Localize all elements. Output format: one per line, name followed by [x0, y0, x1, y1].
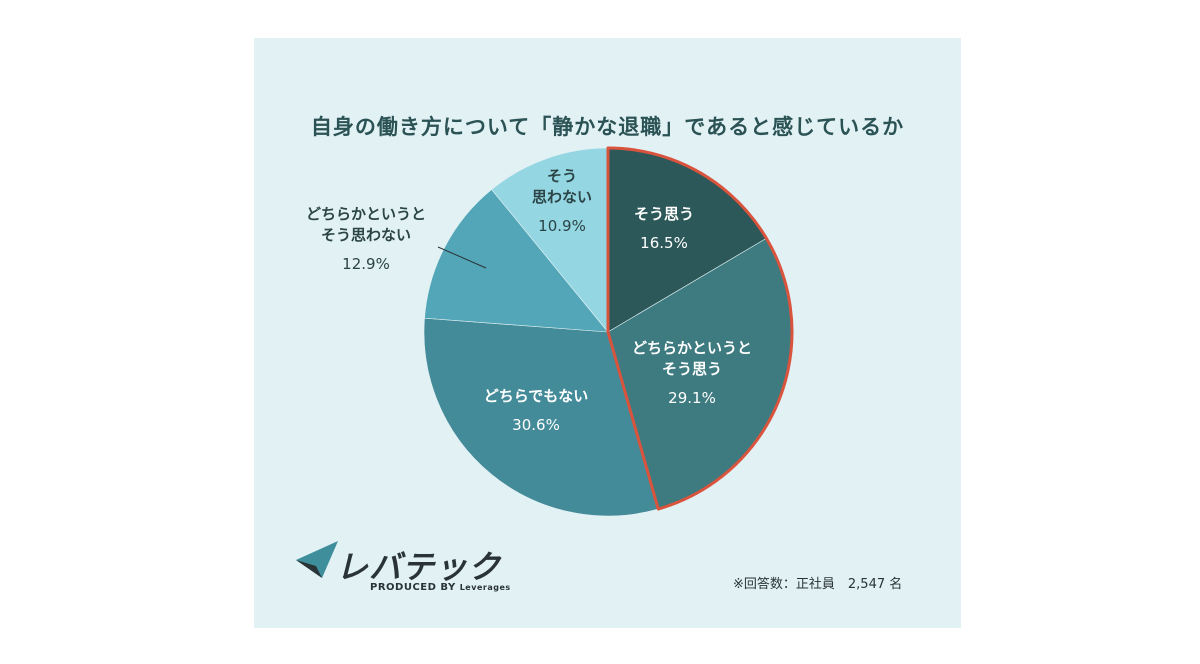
logo-tagline-prefix: PRODUCED BY — [370, 582, 460, 593]
slice-label-4: どちらかというとそう思わない 12.9% — [306, 205, 426, 273]
pie-slice-4 — [424, 189, 609, 333]
logo-mark-icon — [296, 541, 338, 578]
highlight-outline — [606, 146, 794, 511]
pie-slice-3 — [423, 317, 659, 517]
slice-label-5: そう思わない 10.9% — [532, 167, 592, 235]
slice-label-1: そう思う 16.5% — [634, 205, 694, 252]
chart-title: 自身の働き方について「静かな退職」であると感じているか — [310, 115, 905, 139]
leader-line — [437, 246, 487, 269]
logo-tagline-brand: Leverages — [459, 583, 511, 592]
pie-slice-5 — [491, 147, 609, 333]
slice-label-3: どちらでもない 30.6% — [484, 387, 589, 434]
slice-label-2: どちらかというとそう思う 29.1% — [632, 339, 752, 407]
footnote: ※回答数：正社員 2,547 名 — [733, 577, 903, 592]
logo-wordmark: レバテック — [336, 548, 502, 586]
logo-tagline: PRODUCED BY Leverages — [370, 582, 511, 593]
